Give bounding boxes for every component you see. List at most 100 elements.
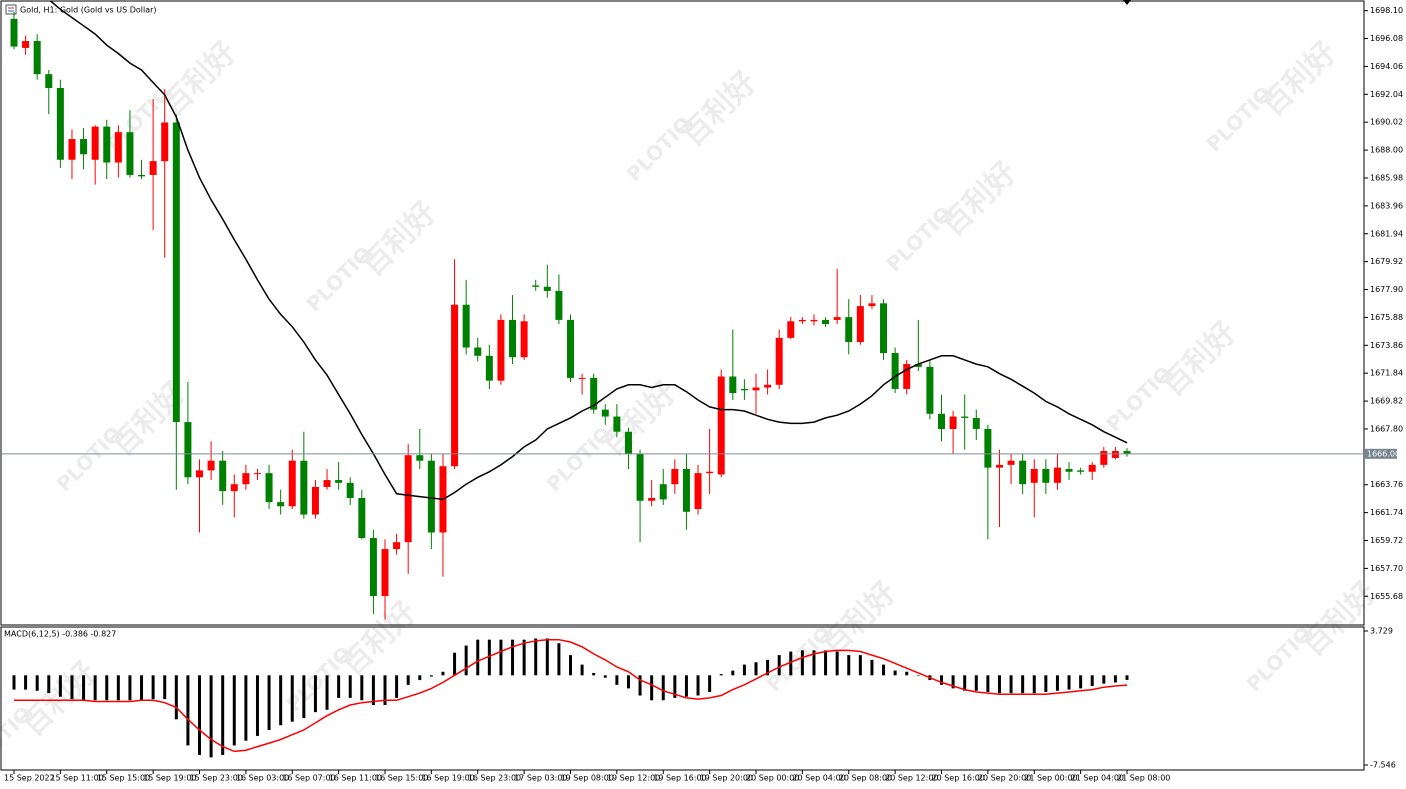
candle-body xyxy=(706,471,714,474)
macd-bar xyxy=(93,675,97,701)
y-tick-label: 1679.92 xyxy=(1370,257,1403,266)
macd-bar xyxy=(290,675,294,722)
candle-body xyxy=(207,460,215,471)
macd-bar xyxy=(1113,675,1117,683)
candle-body xyxy=(138,174,146,177)
x-tick-label: 21 Sep 00:00 xyxy=(1024,774,1077,783)
candle-body xyxy=(416,455,424,461)
candle-body xyxy=(798,319,806,322)
candle-body xyxy=(335,480,343,483)
macd-bar xyxy=(337,675,341,698)
macd-bar xyxy=(35,675,39,691)
candle-body xyxy=(717,376,725,475)
candle-body xyxy=(497,319,505,381)
macd-bar xyxy=(800,650,804,676)
candle-body xyxy=(1111,451,1119,458)
macd-bar xyxy=(974,675,978,691)
macd-bar xyxy=(719,674,723,676)
candle-body xyxy=(184,422,192,478)
macd-bar xyxy=(847,655,851,676)
x-tick-label: 19 Sep 12:00 xyxy=(607,774,660,783)
chart-title: Gold, H1: Gold (Gold vs US Dollar) xyxy=(20,6,157,15)
macd-bar xyxy=(186,675,190,746)
candle-body xyxy=(485,355,493,381)
candle-body xyxy=(891,353,899,389)
candle-body xyxy=(1065,469,1073,472)
y-tick-label: 1698.10 xyxy=(1370,6,1403,15)
macd-bar xyxy=(569,655,572,676)
macd-bar xyxy=(1044,675,1048,692)
macd-bar xyxy=(105,675,109,701)
macd-bar xyxy=(198,675,201,755)
macd-bar xyxy=(916,675,920,676)
macd-bar xyxy=(754,662,758,676)
main-plot xyxy=(1,1,1364,620)
candle-body xyxy=(624,431,632,454)
macd-bar xyxy=(650,675,654,701)
x-tick-label: 16 Sep 03:00 xyxy=(236,774,289,783)
candle-body xyxy=(393,542,401,550)
y-tick-label: 1671.84 xyxy=(1370,369,1403,378)
y-tick-label: 1657.70 xyxy=(1370,564,1403,573)
x-tick-label: 17 Sep 03:00 xyxy=(514,774,567,783)
candle-body xyxy=(775,337,783,385)
candle-body xyxy=(972,417,980,429)
macd-bar xyxy=(302,675,306,719)
candle-body xyxy=(1100,451,1108,465)
macd-bar xyxy=(951,675,955,689)
candle-body xyxy=(300,460,308,515)
macd-bar xyxy=(406,675,410,685)
candle-body xyxy=(833,317,841,320)
candle-body xyxy=(68,139,76,160)
y-tick-label: 1683.96 xyxy=(1370,201,1403,210)
candle-body xyxy=(253,473,261,475)
x-tick-label: 15 Sep 19:00 xyxy=(143,774,196,783)
candle-body xyxy=(219,460,227,492)
macd-bar xyxy=(661,675,665,701)
candle-body xyxy=(1088,464,1096,472)
macd-bar xyxy=(673,675,677,698)
candle-body xyxy=(567,319,574,378)
candle-body xyxy=(532,285,540,287)
candle-body xyxy=(265,473,273,503)
y-tick-label: 1661.74 xyxy=(1370,508,1403,517)
candle-body xyxy=(636,453,644,501)
macd-bar xyxy=(708,675,712,692)
candle-body xyxy=(1077,470,1085,472)
macd-bar xyxy=(940,675,943,685)
macd-bar xyxy=(1090,675,1094,687)
macd-bar xyxy=(24,675,28,690)
macd-plot xyxy=(12,638,1129,758)
macd-bar xyxy=(140,675,144,701)
candle-body xyxy=(277,502,285,507)
macd-bar xyxy=(267,675,271,730)
x-tick-label: 15 Sep 15:00 xyxy=(97,774,150,783)
y-tick-label: 1677.90 xyxy=(1370,285,1403,294)
main-frame xyxy=(0,0,1365,626)
macd-bar xyxy=(1009,675,1013,694)
candle-body xyxy=(682,469,690,512)
current-price-label: 1666.00 xyxy=(1367,449,1400,458)
candle-body xyxy=(474,347,482,356)
macd-bar xyxy=(766,659,770,676)
candle-body xyxy=(938,413,945,429)
candle-body xyxy=(33,41,41,75)
macd-bar xyxy=(1021,675,1025,694)
candle-body xyxy=(868,303,876,307)
candle-body xyxy=(1042,469,1050,483)
macd-bar xyxy=(789,651,793,676)
candle-body xyxy=(659,484,667,500)
y2-tick-label: 3.729 xyxy=(1370,627,1393,636)
candle-body xyxy=(369,538,377,597)
macd-bar xyxy=(986,675,990,692)
candle-body xyxy=(578,377,586,379)
candle-body xyxy=(1007,460,1015,465)
shift-marker xyxy=(1123,0,1131,5)
candle-body xyxy=(45,74,53,88)
x-tick-label: 20 Sep 04:00 xyxy=(792,774,845,783)
macd-bar xyxy=(209,675,213,758)
macd-bar xyxy=(47,675,51,694)
y-tick-label: 1663.76 xyxy=(1370,480,1403,489)
candle-body xyxy=(729,376,737,394)
macd-bar xyxy=(244,675,248,741)
